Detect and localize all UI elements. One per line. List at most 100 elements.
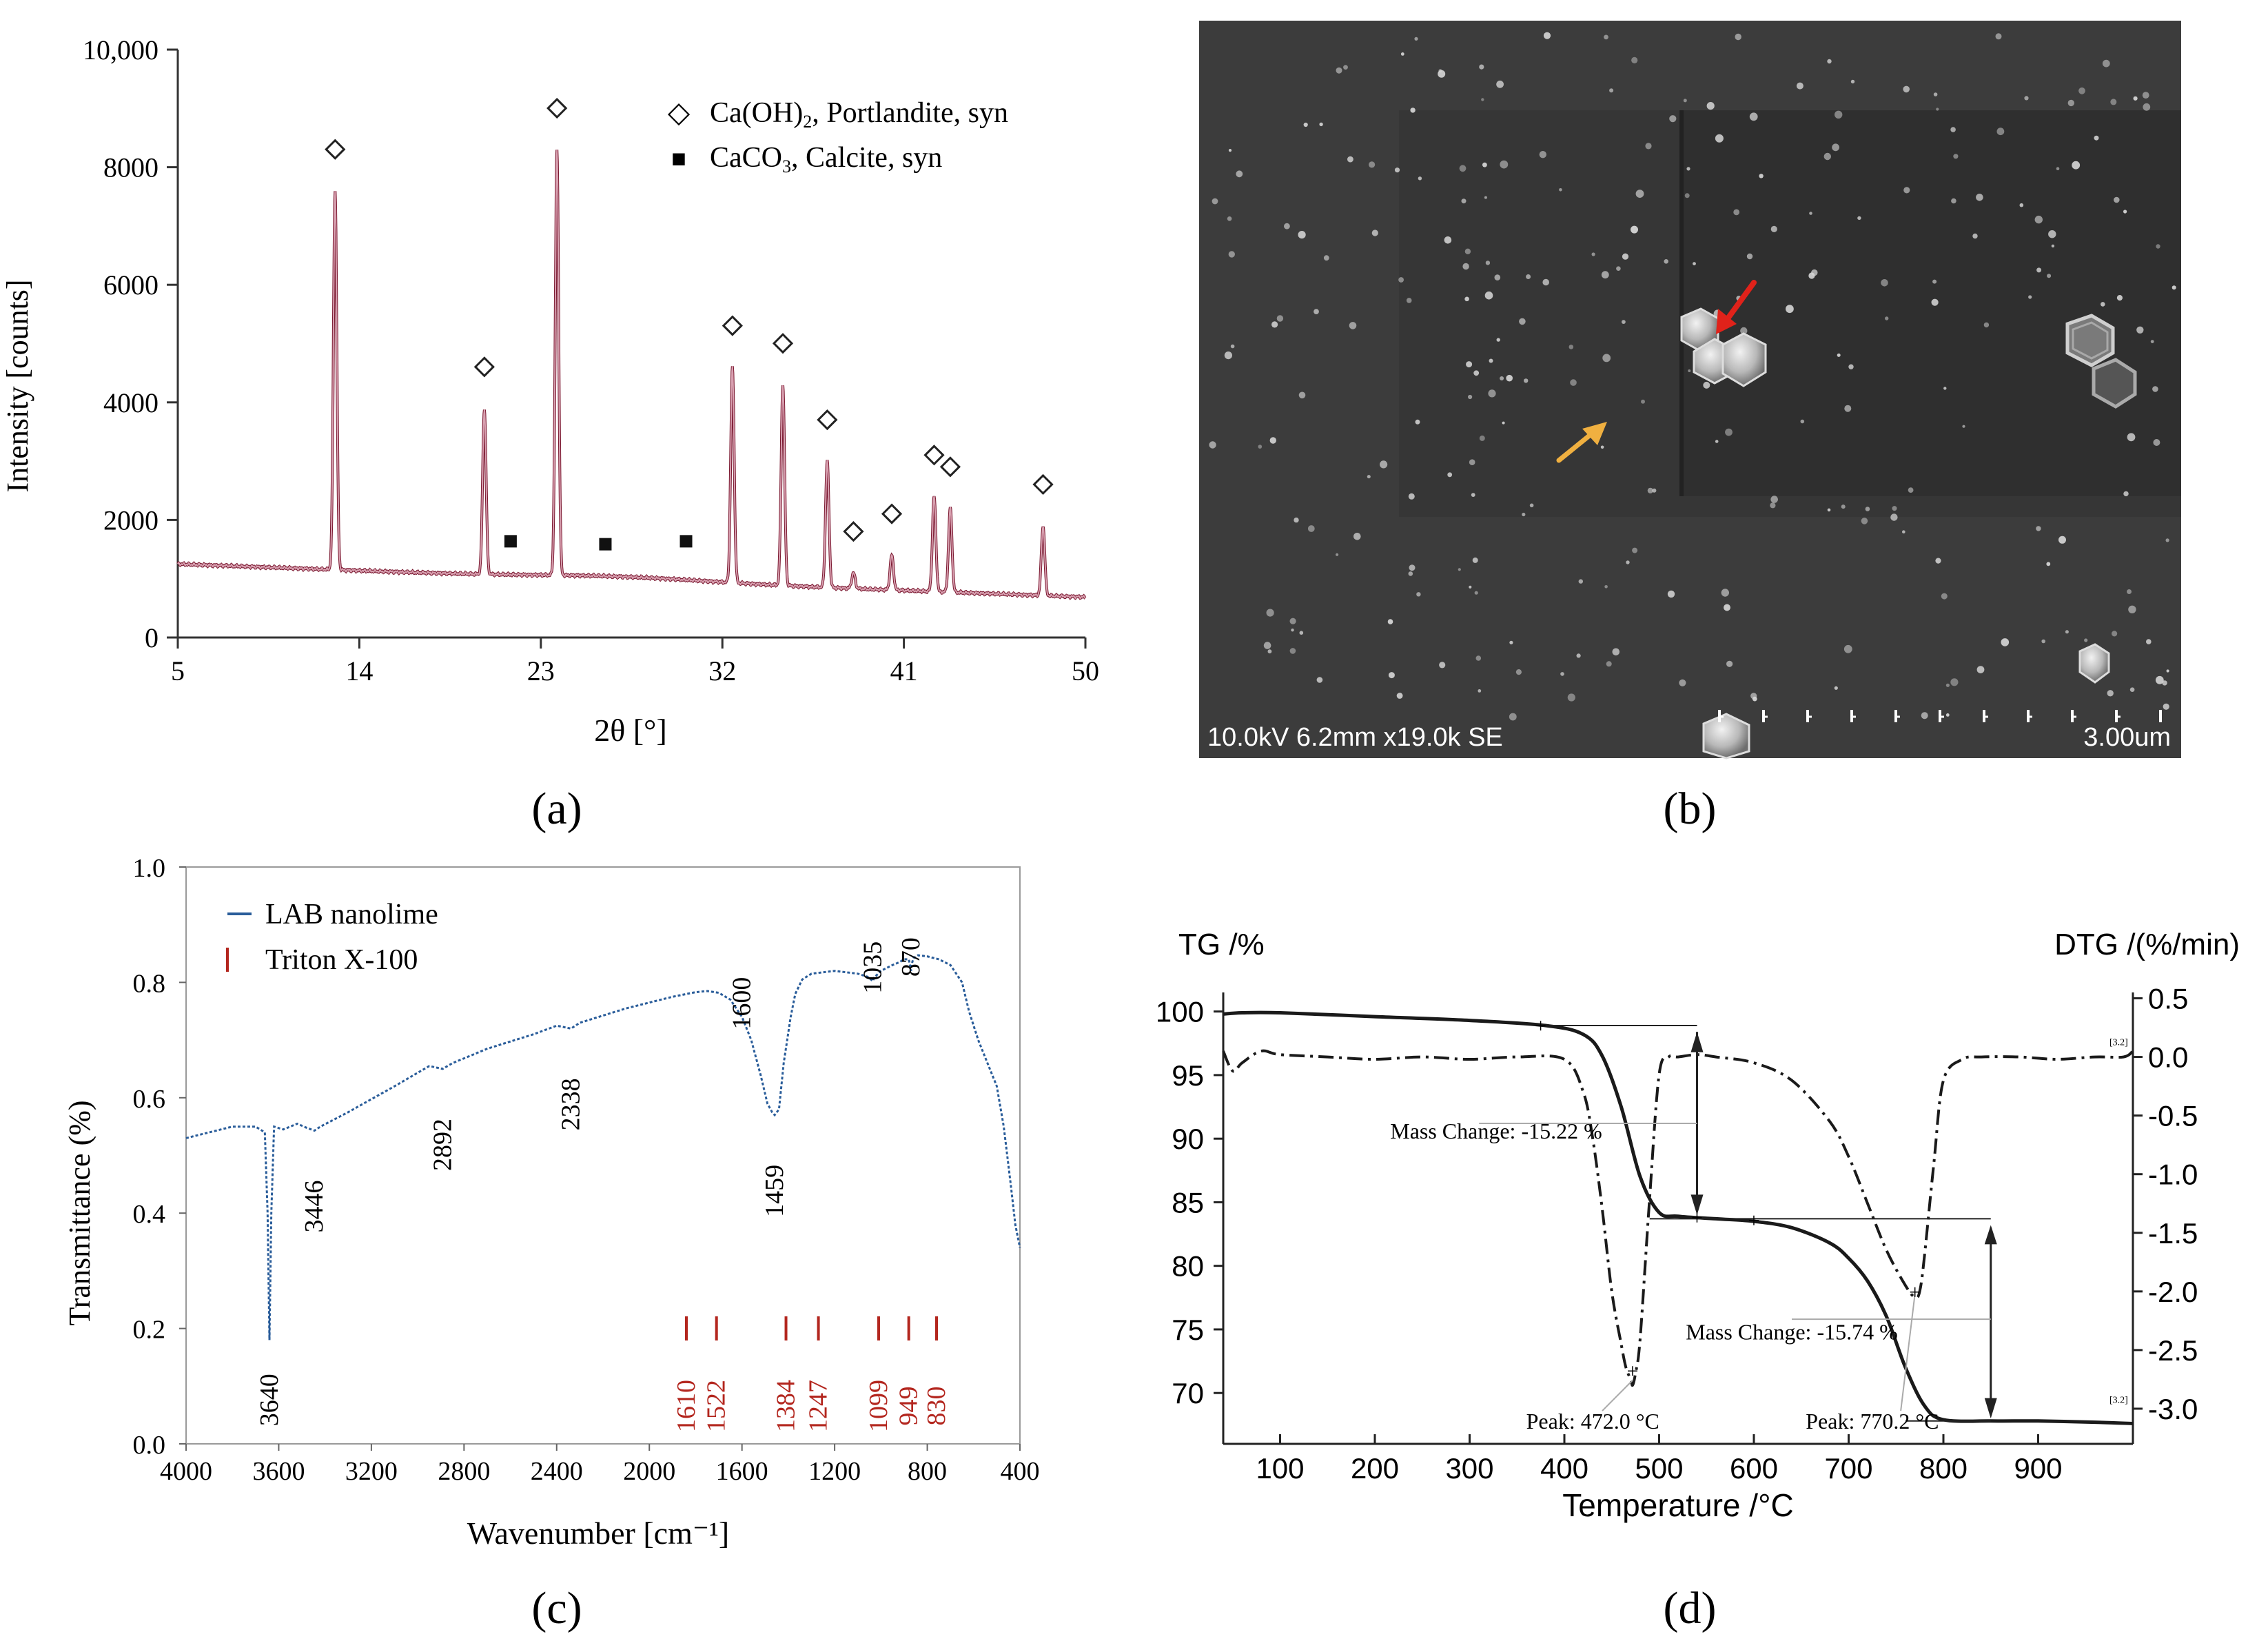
nanoparticle xyxy=(1936,108,1939,111)
nanoparticle xyxy=(1823,152,1831,161)
nanoparticle xyxy=(1631,225,1638,234)
nanoparticle xyxy=(1844,405,1852,412)
nanoparticle xyxy=(2019,203,2024,207)
nanoparticle xyxy=(2094,135,2099,141)
nanoparticle xyxy=(1921,712,1928,720)
tga-x-tick-label: 200 xyxy=(1351,1452,1399,1485)
xrd-y-tick-label: 0 xyxy=(145,622,159,653)
sem-scale-label: 3.00um xyxy=(2083,723,2171,752)
xrd-x-axis-label: 2θ [°] xyxy=(594,713,667,748)
tg-y-tick-label: 75 xyxy=(1172,1314,1204,1346)
nanoparticle xyxy=(1686,167,1690,171)
portlandite-peak-marker xyxy=(881,503,903,524)
nanoparticle xyxy=(1299,631,1304,635)
nanoparticle xyxy=(1349,322,1357,329)
nanoparticle xyxy=(2024,96,2029,101)
peak-leader-1 xyxy=(1602,1380,1633,1411)
nanoparticle xyxy=(1500,376,1504,380)
nanoparticle xyxy=(1323,255,1329,261)
nanoparticle xyxy=(1885,316,1889,320)
tg-y-tick-label: 100 xyxy=(1156,996,1204,1028)
nanoparticle xyxy=(1602,354,1611,363)
nanoparticle xyxy=(1604,585,1608,589)
yellow-arrow-head xyxy=(1582,422,1607,445)
peak-leader-2 xyxy=(1900,1294,1916,1411)
nanoparticle xyxy=(1484,291,1493,300)
nanoparticle xyxy=(1903,187,1910,194)
ftir-band-label: 3640 xyxy=(255,1374,284,1426)
nanoparticle xyxy=(1396,693,1403,699)
crystal-small-right xyxy=(2078,643,2110,684)
triton-band-label: 830 xyxy=(922,1387,951,1426)
nanoparticle xyxy=(1263,642,1271,649)
portlandite-peak-marker xyxy=(939,456,961,478)
ftir-x-tick-label: 2000 xyxy=(623,1457,675,1486)
nanoparticle xyxy=(2146,639,2152,644)
nanoparticle xyxy=(1496,80,1504,88)
xrd-y-tick-label: 6000 xyxy=(103,269,159,300)
nanoparticle xyxy=(1415,419,1420,425)
legend-portlandite-text: , Portlandite, syn xyxy=(812,97,1008,129)
ftir-y-tick-label: 0.2 xyxy=(133,1316,166,1345)
nanoparticle xyxy=(2110,99,2117,105)
tga-x-tick-label: 900 xyxy=(2014,1452,2062,1485)
nanoparticle xyxy=(1841,504,1846,509)
nanoparticle xyxy=(1962,425,1965,428)
nanoparticle xyxy=(2123,491,2129,497)
nanoparticle xyxy=(1387,619,1393,624)
ftir-band-label: 1035 xyxy=(859,941,888,994)
panel-label-a: (a) xyxy=(531,784,582,834)
nanoparticle xyxy=(1881,279,1888,287)
ftir-band-label: 2892 xyxy=(428,1119,457,1171)
legend-calcite-formula: CaCO xyxy=(710,142,782,174)
sem-nanoparticles xyxy=(1209,32,2176,721)
legend-calcite-text: , Calcite, syn xyxy=(791,142,942,174)
red-arrow xyxy=(1716,280,1757,334)
nanoparticle xyxy=(1380,460,1388,469)
calcite-peak-marker xyxy=(679,535,693,548)
nanoparticle xyxy=(1800,419,1805,424)
nanoparticle xyxy=(1632,547,1638,553)
nanoparticle xyxy=(1857,216,1861,221)
nanoparticle xyxy=(1236,170,1243,178)
nanoparticle xyxy=(1684,193,1690,198)
red-arrow-head xyxy=(1716,309,1737,334)
nanoparticle xyxy=(2156,244,2160,249)
nanoparticle xyxy=(1472,557,1478,563)
dtg-axis-label: DTG /(%/min) xyxy=(2054,928,2240,961)
ftir-legend: LAB nanolime Triton X-100 xyxy=(226,899,438,976)
tga-x-tick-label: 600 xyxy=(1730,1452,1778,1485)
nanoparticle xyxy=(1519,318,1526,325)
nanoparticle xyxy=(1733,209,1740,216)
nanoparticle xyxy=(2036,526,2041,531)
nanoparticle xyxy=(1578,579,1583,584)
nanoparticle xyxy=(1418,176,1422,181)
nanoparticle xyxy=(1890,513,1898,521)
portlandite-peak-marker xyxy=(772,333,794,354)
legend-lab-label: LAB nanolime xyxy=(265,899,438,930)
nanoparticle xyxy=(1494,274,1501,281)
nanoparticle xyxy=(1303,122,1308,128)
nanoparticle xyxy=(1606,661,1612,667)
nanoparticle xyxy=(1289,618,1296,624)
portlandite-peak-marker xyxy=(325,139,346,160)
nanoparticle xyxy=(1740,327,1748,335)
nanoparticle xyxy=(1945,713,1950,717)
nanoparticle xyxy=(2143,103,2151,111)
ftir-x-tick-label: 800 xyxy=(908,1457,947,1486)
nanoparticle xyxy=(1388,672,1395,679)
nanoparticle xyxy=(1693,262,1696,265)
nanoparticle xyxy=(1408,493,1415,500)
nanoparticle xyxy=(1715,440,1719,443)
nanoparticle xyxy=(1647,487,1653,493)
nanoparticle xyxy=(1669,115,1677,123)
step-marker: + xyxy=(1535,1014,1546,1037)
nanoparticle xyxy=(1983,322,1990,328)
nanoparticle xyxy=(1371,230,1378,236)
triton-band-label: 1522 xyxy=(702,1380,731,1432)
nanoparticle xyxy=(1953,154,1959,159)
nanoparticle xyxy=(1726,660,1733,667)
nanoparticle xyxy=(2162,680,2167,686)
nanoparticle xyxy=(2048,230,2056,238)
nanoparticle xyxy=(1489,358,1493,363)
